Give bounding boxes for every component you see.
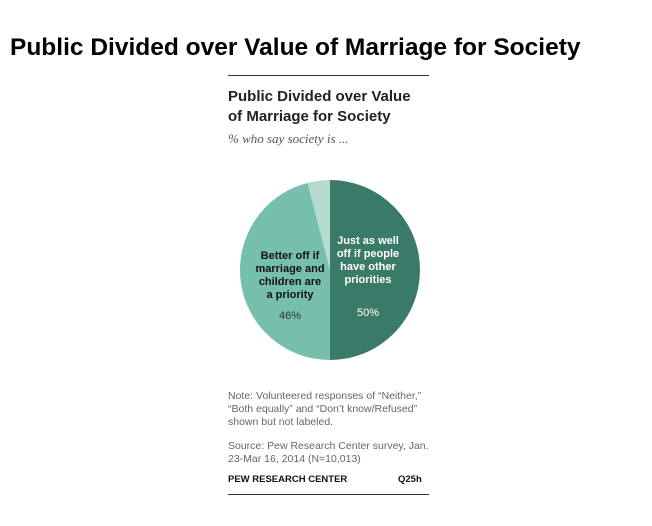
slice-label-better-off: Better off if marriage and children are a p… <box>255 250 324 301</box>
bottom-divider <box>228 494 429 495</box>
chart-note: Note: Volunteered responses of “Neither,… <box>228 390 433 429</box>
pie-labels: Just as well off if people have other prior… <box>255 235 399 322</box>
pie-slice-better-off <box>240 182 330 360</box>
chart-source: Source: Pew Research Center survey, Jan.… <box>228 440 433 466</box>
source-line: 23-Mar 16, 2014 (N=10,013) <box>228 453 361 465</box>
slice-label-just-as-well-off: Just as well off if people have other prior… <box>337 235 399 286</box>
organization-name: PEW RESEARCH CENTER <box>228 474 348 485</box>
note-line: Note: Volunteered responses of “Neither,… <box>228 390 422 402</box>
question-code: Q25h <box>398 474 422 485</box>
slice-value-better-off: 46% <box>279 310 301 322</box>
note-line: “Both equally” and “Don’t know/Refused” <box>228 403 418 415</box>
chart-title-line: Public Divided over Value <box>228 88 411 105</box>
top-divider <box>228 75 429 76</box>
chart-title: Public Divided over Value of Marriage fo… <box>228 87 438 127</box>
chart-title-line: of Marriage for Society <box>228 108 391 125</box>
pie-slices <box>240 180 420 360</box>
slice-value-just-as-well-off: 50% <box>357 307 379 319</box>
note-line: shown but not labeled. <box>228 416 334 428</box>
page-title: Public Divided over Value of Marriage fo… <box>10 34 581 61</box>
pie-slice-just-as-well-off <box>330 180 420 360</box>
source-line: Source: Pew Research Center survey, Jan. <box>228 440 429 452</box>
chart-subtitle: % who say society is ... <box>228 131 349 146</box>
pie-slice-other <box>307 180 330 270</box>
